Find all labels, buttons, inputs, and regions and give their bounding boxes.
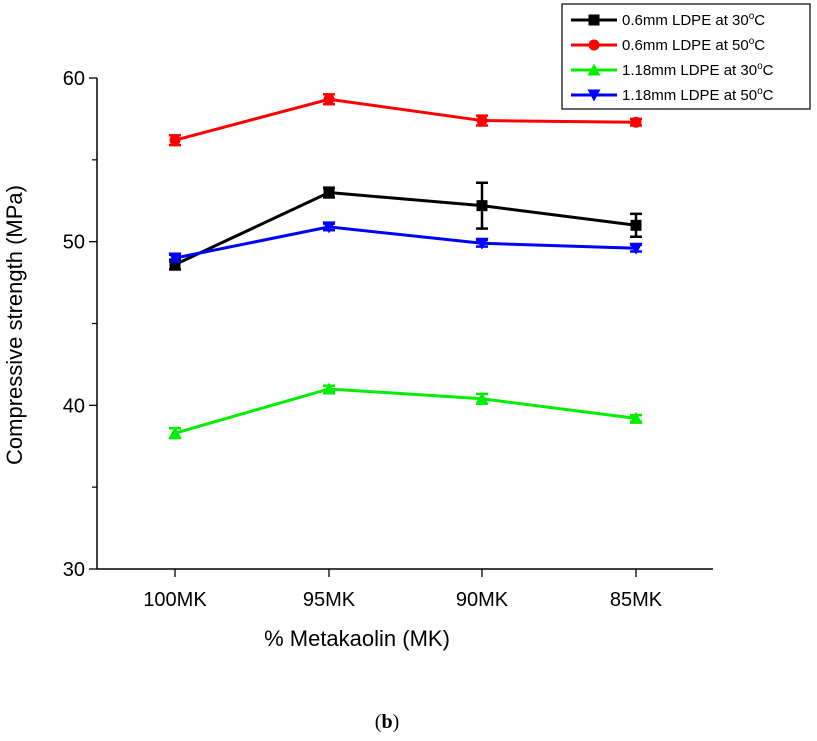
- x-tick-label-85MK: 85MK: [610, 589, 663, 611]
- caption-open: (: [375, 711, 382, 733]
- series-line-1: [174, 97, 637, 142]
- series-2: [168, 382, 643, 440]
- legend-label-0: 0.6mm LDPE at 30oC: [622, 11, 765, 29]
- data-point-3-2: [475, 237, 489, 250]
- data-point-1-2: [476, 115, 488, 127]
- legend-entry-3: 1.18mm LDPE at 50oC: [571, 86, 774, 104]
- legend-label-1: 0.6mm LDPE at 50oC: [622, 36, 765, 54]
- x-ticks: 100MK 95MK 90MK 85MK: [143, 569, 663, 611]
- legend-label-3: 1.18mm LDPE at 50oC: [622, 86, 774, 104]
- y-axis-title: Compressive strength (MPa): [2, 185, 27, 465]
- legend: 0.6mm LDPE at 30oC 0.6mm LDPE at 50oC 1.18…: [561, 3, 811, 110]
- data-point-0-3: [630, 219, 642, 231]
- legend-marker-1: [588, 39, 600, 51]
- plot-area: [168, 93, 643, 440]
- data-point-1-0: [169, 134, 181, 146]
- data-point-3-1: [322, 221, 336, 234]
- legend-marker-3: [587, 89, 601, 102]
- data-point-2-2: [475, 392, 489, 405]
- y-tick-label-50: 50: [63, 232, 85, 254]
- series-line-0: [174, 191, 637, 266]
- data-point-2-0: [168, 426, 182, 439]
- data-point-2-3: [629, 411, 643, 424]
- data-point-0-1: [323, 187, 335, 199]
- y-tick-label-40: 40: [63, 395, 85, 417]
- y-tick-label-30: 30: [63, 559, 85, 581]
- data-point-3-3: [629, 242, 643, 255]
- data-point-2-1: [322, 382, 336, 395]
- x-axis-title: % Metakaolin (MK): [264, 626, 450, 651]
- y-tick-label-60: 60: [63, 68, 85, 90]
- data-point-1-3: [630, 116, 642, 128]
- caption-close: ): [393, 711, 400, 733]
- data-point-0-0: [169, 259, 181, 271]
- data-point-1-1: [323, 93, 335, 105]
- legend-marker-0: [588, 14, 600, 26]
- legend-entry-1: 0.6mm LDPE at 50oC: [571, 36, 765, 54]
- legend-label-2: 1.18mm LDPE at 30oC: [622, 61, 774, 79]
- caption-letter: b: [381, 711, 392, 733]
- axes: [96, 78, 713, 570]
- series-line-3: [174, 225, 637, 260]
- series-3: [168, 221, 643, 265]
- x-tick-label-95MK: 95MK: [303, 589, 356, 611]
- series-0: [169, 181, 642, 271]
- figure-caption: (b): [375, 711, 399, 733]
- y-ticks: 30 40 50 60: [63, 68, 97, 581]
- data-point-0-2: [476, 200, 488, 212]
- x-tick-label-100MK: 100MK: [143, 589, 207, 611]
- x-tick-label-90MK: 90MK: [456, 589, 509, 611]
- data-point-3-0: [168, 252, 182, 265]
- legend-marker-2: [587, 63, 601, 76]
- series-line-2: [174, 387, 637, 435]
- legend-entry-2: 1.18mm LDPE at 30oC: [571, 61, 774, 79]
- legend-entry-0: 0.6mm LDPE at 30oC: [571, 11, 765, 29]
- series-1: [169, 93, 642, 147]
